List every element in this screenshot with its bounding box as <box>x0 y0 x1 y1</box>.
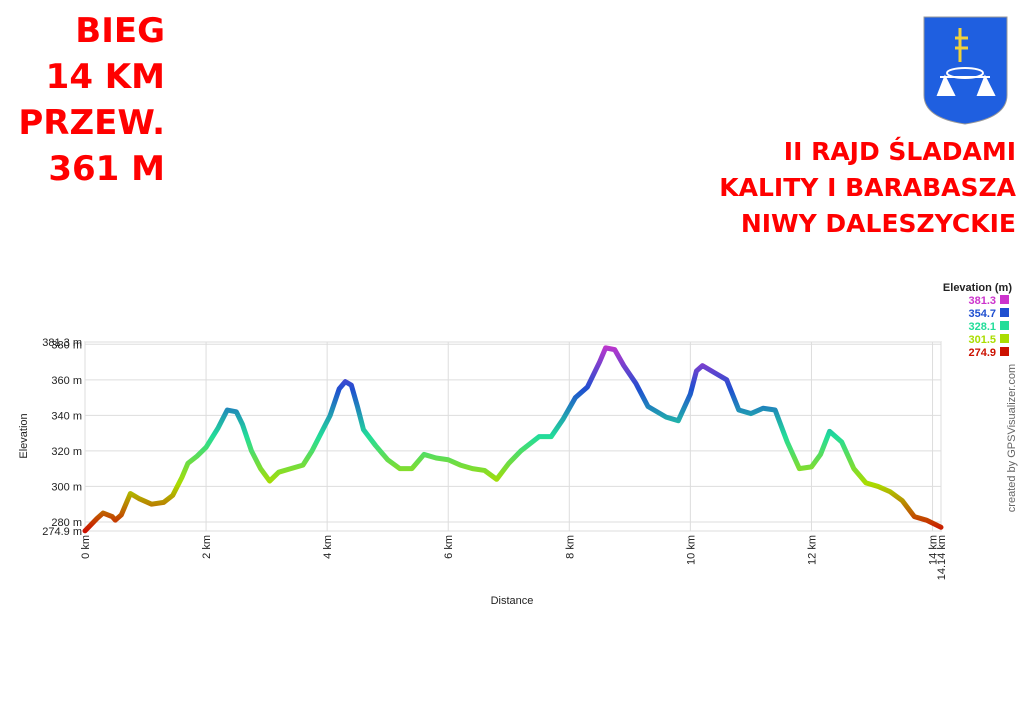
x-tick-label: 8 km <box>564 535 576 559</box>
legend-swatch <box>1000 347 1009 356</box>
emblem <box>955 28 968 62</box>
header-right: II RAJD ŚLADAMI KALITY I BARABASZA NIWY … <box>719 136 1016 238</box>
x-tick-label: 14.14 km <box>936 535 948 580</box>
x-tick-label: 2 km <box>201 535 213 559</box>
header-line: 361 M <box>48 149 165 189</box>
legend-value: 381.3 <box>968 295 996 307</box>
y-tick-label: 360 m <box>51 375 82 387</box>
y-tick-label: 274.9 m <box>42 526 82 538</box>
y-axis-label: Elevation <box>18 413 30 458</box>
x-tick-label: 6 km <box>443 535 455 559</box>
legend-title: Elevation (m) <box>943 282 1012 294</box>
legend-value: 301.5 <box>968 334 996 346</box>
header-line: 14 KM <box>46 57 165 97</box>
shield <box>923 16 1008 125</box>
y-tick-label: 300 m <box>51 481 82 493</box>
x-tick-label: 12 km <box>806 535 818 565</box>
y-tick-label: 280 m <box>51 517 82 529</box>
elevation-line <box>82 345 944 534</box>
y-tick-label: 320 m <box>51 446 82 458</box>
legend-value: 328.1 <box>968 321 996 333</box>
legend-value: 354.7 <box>968 308 996 320</box>
coat-of-arms <box>923 16 1008 125</box>
scales <box>936 74 996 96</box>
title-line: II RAJD ŚLADAMI <box>784 136 1016 166</box>
x-axis-label: Distance <box>491 595 534 607</box>
legend-swatch <box>1000 308 1009 317</box>
header-line: PRZEW. <box>18 103 165 143</box>
x-tick-label: 14 km <box>928 535 940 565</box>
y-tick-label: 381.3 m <box>42 337 82 349</box>
x-tick-label: 0 km <box>80 535 92 559</box>
x-tick-label: 4 km <box>322 535 334 559</box>
x-tick-label: 10 km <box>685 535 697 565</box>
legend-swatch <box>1000 321 1009 330</box>
credit: created by GPSVisualizer.com <box>1006 364 1018 512</box>
y-tick-label: 340 m <box>51 410 82 422</box>
header-left: BIEG 14 KM PRZEW. 361 M <box>18 11 165 189</box>
title-line: KALITY I BARABASZA <box>719 173 1016 202</box>
legend-swatch <box>1000 334 1009 343</box>
header-line: BIEG <box>75 11 165 51</box>
legend-value: 274.9 <box>968 347 996 359</box>
y-tick-label: 380 m <box>51 339 82 351</box>
title-line: NIWY DALESZYCKIE <box>741 209 1016 238</box>
legend-swatch <box>1000 295 1009 304</box>
